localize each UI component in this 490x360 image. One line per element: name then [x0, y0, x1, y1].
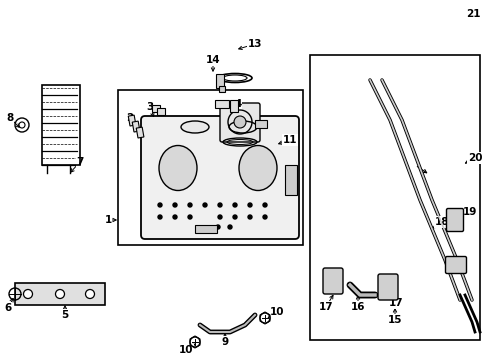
Bar — [310, 55, 480, 340]
Text: 16: 16 — [351, 302, 365, 312]
Text: 12: 12 — [258, 155, 272, 165]
Text: 19: 19 — [463, 207, 477, 217]
Circle shape — [85, 289, 95, 298]
Bar — [285, 165, 297, 195]
Text: 11: 11 — [283, 135, 297, 145]
Ellipse shape — [229, 121, 257, 133]
Circle shape — [203, 203, 207, 207]
Circle shape — [158, 203, 162, 207]
Circle shape — [263, 203, 267, 207]
Circle shape — [228, 225, 232, 229]
Text: 7: 7 — [76, 157, 84, 167]
Bar — [15, 283, 105, 305]
Circle shape — [24, 289, 32, 298]
Bar — [230, 100, 238, 112]
Bar — [215, 100, 229, 108]
FancyBboxPatch shape — [378, 274, 398, 300]
Text: 1: 1 — [104, 215, 112, 225]
Text: 6: 6 — [4, 303, 12, 313]
Circle shape — [173, 215, 177, 219]
Text: 17: 17 — [389, 298, 403, 308]
Circle shape — [218, 203, 222, 207]
FancyBboxPatch shape — [445, 256, 466, 274]
Bar — [132, 121, 140, 132]
Text: 13: 13 — [248, 39, 262, 49]
Text: 8: 8 — [6, 113, 14, 123]
Circle shape — [55, 289, 65, 298]
Circle shape — [263, 215, 267, 219]
Bar — [42, 85, 80, 165]
Bar — [216, 74, 224, 88]
Circle shape — [234, 116, 246, 128]
Bar — [152, 105, 160, 112]
Circle shape — [233, 215, 237, 219]
Bar — [118, 90, 303, 245]
Bar — [128, 115, 136, 126]
Circle shape — [218, 215, 222, 219]
Bar — [195, 225, 217, 233]
Text: 10: 10 — [270, 307, 284, 317]
Text: 2: 2 — [126, 113, 134, 123]
FancyBboxPatch shape — [446, 208, 464, 231]
Circle shape — [233, 203, 237, 207]
Text: 17: 17 — [318, 302, 333, 312]
Ellipse shape — [239, 145, 277, 190]
Circle shape — [188, 215, 192, 219]
Circle shape — [248, 215, 252, 219]
Circle shape — [188, 203, 192, 207]
Text: 18: 18 — [435, 217, 449, 227]
Ellipse shape — [181, 121, 209, 133]
Bar — [255, 120, 267, 128]
Circle shape — [158, 215, 162, 219]
Text: 20: 20 — [468, 153, 482, 163]
FancyBboxPatch shape — [220, 103, 260, 142]
Circle shape — [248, 203, 252, 207]
Ellipse shape — [159, 145, 197, 190]
Text: 3: 3 — [147, 102, 154, 112]
Bar — [219, 86, 225, 92]
Bar — [157, 108, 165, 115]
Circle shape — [173, 203, 177, 207]
Bar — [136, 127, 144, 138]
Text: 21: 21 — [466, 9, 480, 19]
Text: 4: 4 — [234, 99, 242, 109]
FancyBboxPatch shape — [323, 268, 343, 294]
Text: 5: 5 — [61, 310, 69, 320]
Text: 10: 10 — [179, 345, 193, 355]
Circle shape — [216, 225, 220, 229]
Text: 15: 15 — [388, 315, 402, 325]
Text: 14: 14 — [206, 55, 220, 65]
Text: 9: 9 — [221, 337, 228, 347]
FancyBboxPatch shape — [141, 116, 299, 239]
